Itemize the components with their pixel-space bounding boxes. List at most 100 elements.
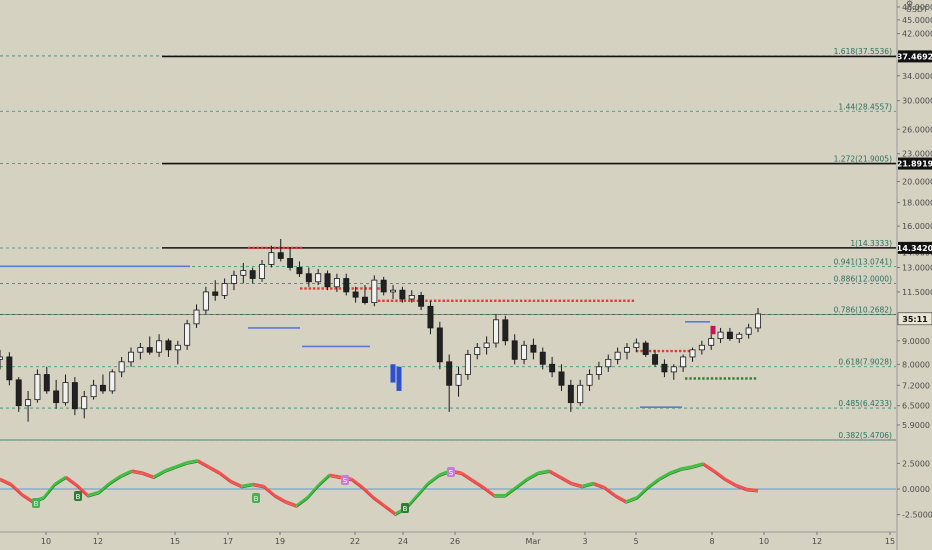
- oscillator-segment: [252, 482, 264, 488]
- sell-setup-dot: [459, 299, 463, 302]
- price-tick-label: 45.0000: [902, 16, 932, 25]
- oscillator-signal-segment: [21, 495, 34, 504]
- oscillator-segment: [164, 465, 177, 472]
- oscillator-signal-segment: [208, 468, 220, 476]
- oscillator-signal-segment: [724, 480, 737, 488]
- oscillator-segment: [735, 483, 748, 491]
- oscillator-signal-segment: [241, 485, 253, 489]
- oscillator-signal-segment: [560, 478, 572, 486]
- sell-setup-dot: [299, 246, 302, 250]
- sell-setup-dot: [537, 299, 540, 302]
- candle-up: [193, 309, 200, 325]
- buy-setup-dot: [706, 377, 709, 380]
- oscillator-marker-text: B: [254, 495, 259, 503]
- oscillator-signal-segment: [65, 478, 78, 488]
- oscillator-segment: [87, 490, 100, 497]
- sell-setup-dot: [291, 246, 294, 250]
- oscillator-segment: [120, 469, 133, 477]
- price-tick-label: 48.0000: [902, 3, 932, 12]
- date-tick-label: 5: [633, 537, 638, 546]
- sell-setup-dot: [351, 287, 354, 290]
- sell-setup-dot: [390, 299, 394, 302]
- candle-up: [81, 396, 88, 410]
- candle-down: [6, 356, 13, 381]
- oscillator-segment: [306, 484, 320, 498]
- sell-setup-dot: [338, 287, 342, 290]
- sell-setup-dot: [614, 299, 617, 302]
- oscillator-segment: [538, 469, 550, 474]
- candle-up: [62, 382, 69, 404]
- oscillator-signal-segment: [274, 496, 286, 504]
- highlight-candle: [396, 366, 402, 391]
- date-tick-label: 15: [885, 537, 895, 546]
- sell-setup-dot: [368, 287, 372, 290]
- candle-up: [128, 351, 134, 363]
- oscillator-segment: [10, 482, 23, 496]
- oscillator-signal-segment: [98, 484, 111, 495]
- price-tick-label: 16.0000: [902, 222, 932, 231]
- oscillator-signal-segment: [175, 463, 187, 469]
- sell-setup-dot: [464, 299, 467, 302]
- oscillator-segment: [274, 494, 287, 503]
- sell-setup-dot: [687, 349, 690, 353]
- price-tag: [898, 157, 932, 170]
- buy-setup-dot: [693, 377, 696, 380]
- sell-setup-dot: [403, 299, 407, 302]
- sell-setup-dot: [282, 246, 285, 250]
- candle-up: [109, 371, 116, 392]
- oscillator-marker: [32, 498, 40, 508]
- sell-setup-dot: [446, 299, 450, 302]
- candle-up: [689, 349, 696, 358]
- sell-setup-dot: [451, 299, 454, 302]
- sell-setup-dot: [481, 299, 484, 302]
- sell-setup-dot: [593, 299, 596, 302]
- candle-down: [418, 295, 425, 307]
- date-tick-label: 19: [275, 537, 285, 546]
- sell-setup-dot: [265, 246, 268, 250]
- candle-down: [539, 351, 546, 365]
- sell-setup-dot: [670, 349, 673, 353]
- sell-setup-dot: [416, 299, 420, 302]
- oscillator-segment: [76, 484, 89, 497]
- sell-setup-dot: [438, 299, 441, 302]
- candle-up: [268, 252, 275, 265]
- sell-setup-dot: [588, 299, 592, 302]
- sell-setup-dot: [562, 299, 566, 302]
- oscillator-segment: [548, 469, 561, 478]
- oscillator-segment: [625, 496, 638, 503]
- candle-up: [202, 291, 209, 311]
- sell-setup-dot: [433, 299, 437, 302]
- oscillator-segment: [208, 465, 221, 474]
- oscillator-segment: [142, 471, 155, 478]
- sell-setup-dot: [317, 287, 320, 290]
- oscillator-signal-segment: [658, 474, 671, 482]
- oscillator-marker: [401, 503, 409, 513]
- candle-down: [399, 289, 406, 300]
- sell-setup-dot: [252, 246, 255, 250]
- price-tag: [898, 241, 932, 254]
- buy-setup-dot: [753, 377, 757, 380]
- candle-up: [745, 327, 752, 335]
- buy-setup-dot: [736, 377, 739, 380]
- oscillator-segment: [175, 461, 188, 468]
- candle-down: [427, 305, 434, 329]
- oscillator-signal-segment: [603, 488, 616, 498]
- buy-setup-dot: [740, 377, 744, 380]
- sell-setup-dot: [679, 349, 682, 353]
- price-tick-label: 8.0000: [902, 360, 930, 369]
- candle-down: [549, 363, 556, 373]
- date-tick-label: 17: [223, 537, 233, 546]
- sell-setup-dot: [330, 287, 333, 290]
- osc-tick-label: 0.0000: [902, 485, 930, 494]
- oscillator-segment: [471, 478, 485, 488]
- candle-up: [755, 313, 761, 329]
- candle-down: [558, 371, 565, 386]
- oscillator-signal-segment: [483, 488, 495, 498]
- price-tick-label: 30.0000: [902, 97, 932, 106]
- oscillator-segment: [691, 462, 704, 468]
- buy-setup-dot: [689, 377, 692, 380]
- candle-up: [156, 340, 163, 353]
- candle-up: [118, 361, 125, 373]
- sell-setup-dot: [507, 299, 510, 302]
